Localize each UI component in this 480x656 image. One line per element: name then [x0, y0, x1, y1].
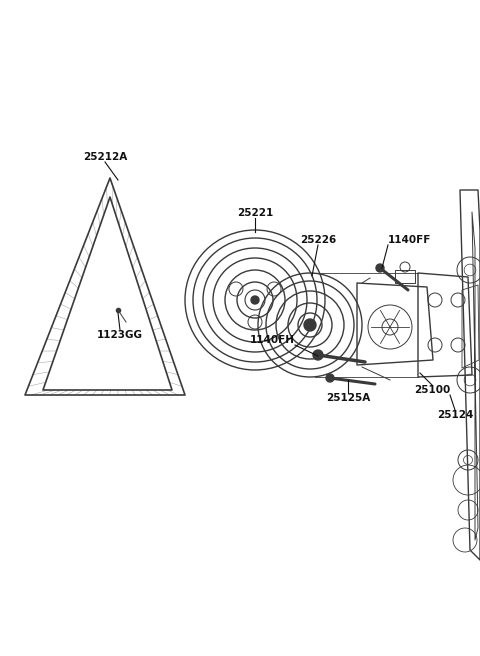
Text: 25221: 25221	[237, 208, 273, 218]
Text: 25124: 25124	[437, 410, 473, 420]
Circle shape	[304, 319, 316, 331]
Circle shape	[251, 296, 259, 304]
Circle shape	[376, 264, 384, 272]
Text: 1140FH: 1140FH	[250, 335, 295, 345]
Text: 1123GG: 1123GG	[97, 330, 143, 340]
Text: 25226: 25226	[300, 235, 336, 245]
Text: 1140FF: 1140FF	[388, 235, 432, 245]
Text: 25100: 25100	[414, 385, 450, 395]
Text: 25212A: 25212A	[83, 152, 127, 162]
Circle shape	[313, 350, 323, 360]
Circle shape	[326, 374, 334, 382]
Text: 25125A: 25125A	[326, 393, 370, 403]
